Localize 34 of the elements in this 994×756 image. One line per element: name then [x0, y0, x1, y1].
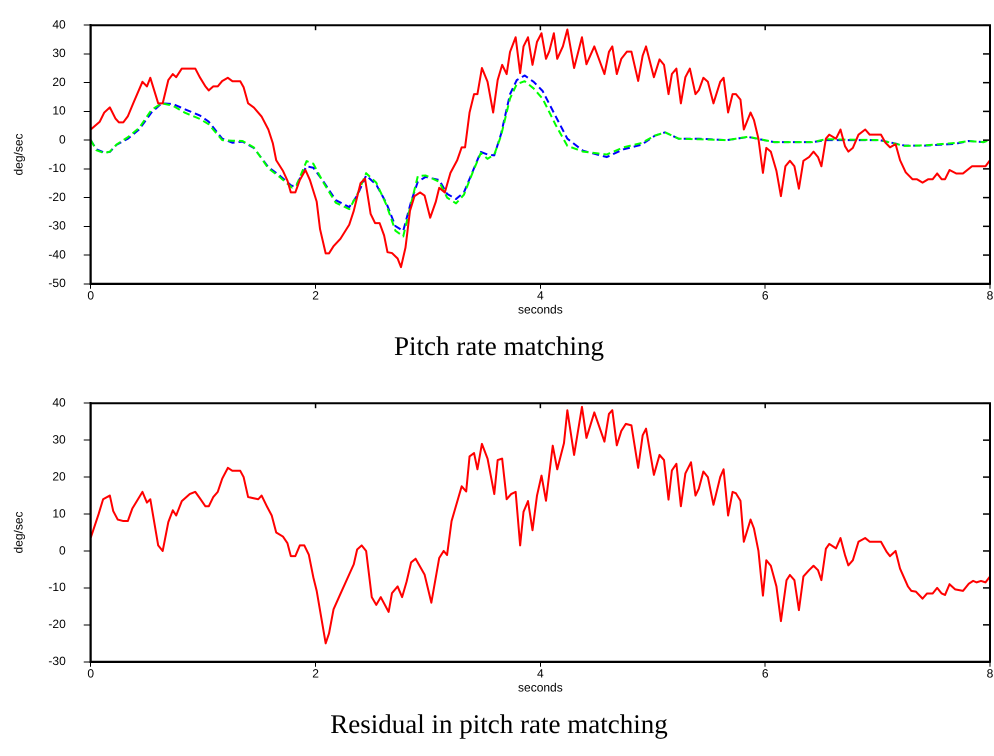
text: Residual in pitch rate matching	[330, 708, 668, 739]
y-axis-title: deg/sec	[12, 133, 26, 176]
y-tick-label: -20	[48, 617, 66, 632]
y-tick-label: 20	[52, 469, 66, 484]
y-tick-label: 30	[52, 46, 66, 60]
x-axis-title: seconds	[518, 680, 563, 695]
x-tick-label: 6	[762, 666, 769, 680]
y-tick-label: -10	[48, 580, 66, 594]
y-tick-label: 0	[59, 132, 66, 146]
text: Pitch rate matching	[394, 330, 604, 361]
y-tick-label: -10	[48, 161, 66, 176]
y-tick-label: 0	[59, 543, 66, 558]
x-tick-label: 2	[312, 666, 320, 680]
y-tick-label: 20	[52, 74, 66, 89]
x-tick-label: 8	[986, 288, 994, 302]
y-tick-label: -40	[48, 247, 66, 262]
y-tick-label: 10	[52, 506, 66, 520]
y-tick-label: 40	[52, 18, 66, 32]
x-tick-label: 8	[986, 666, 994, 680]
y-axis-title: deg/sec	[12, 511, 26, 554]
x-tick-label: 2	[312, 288, 320, 302]
y-tick-label: 40	[52, 396, 66, 410]
y-tick-label: -30	[48, 654, 66, 668]
y-tick-label: -30	[48, 218, 66, 233]
y-tick-label: -20	[48, 190, 66, 204]
x-tick-label: 0	[87, 288, 94, 302]
x-axis-title: seconds	[518, 302, 563, 317]
y-tick-label: 30	[52, 432, 66, 446]
y-tick-label: 10	[52, 104, 66, 118]
x-tick-label: 4	[537, 288, 544, 302]
x-tick-label: 6	[762, 288, 769, 302]
y-tick-label: -50	[48, 276, 66, 290]
x-tick-label: 0	[87, 666, 94, 680]
x-tick-label: 4	[537, 666, 544, 680]
